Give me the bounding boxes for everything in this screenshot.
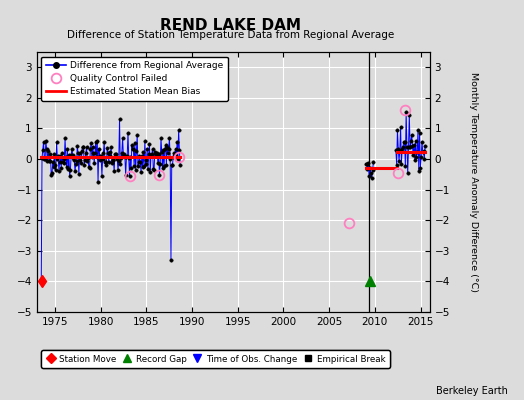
Y-axis label: Monthly Temperature Anomaly Difference (°C): Monthly Temperature Anomaly Difference (… xyxy=(470,72,478,292)
Text: Berkeley Earth: Berkeley Earth xyxy=(436,386,508,396)
Text: Difference of Station Temperature Data from Regional Average: Difference of Station Temperature Data f… xyxy=(67,30,394,40)
Text: REND LAKE DAM: REND LAKE DAM xyxy=(160,18,301,33)
Legend: Station Move, Record Gap, Time of Obs. Change, Empirical Break: Station Move, Record Gap, Time of Obs. C… xyxy=(41,350,389,368)
